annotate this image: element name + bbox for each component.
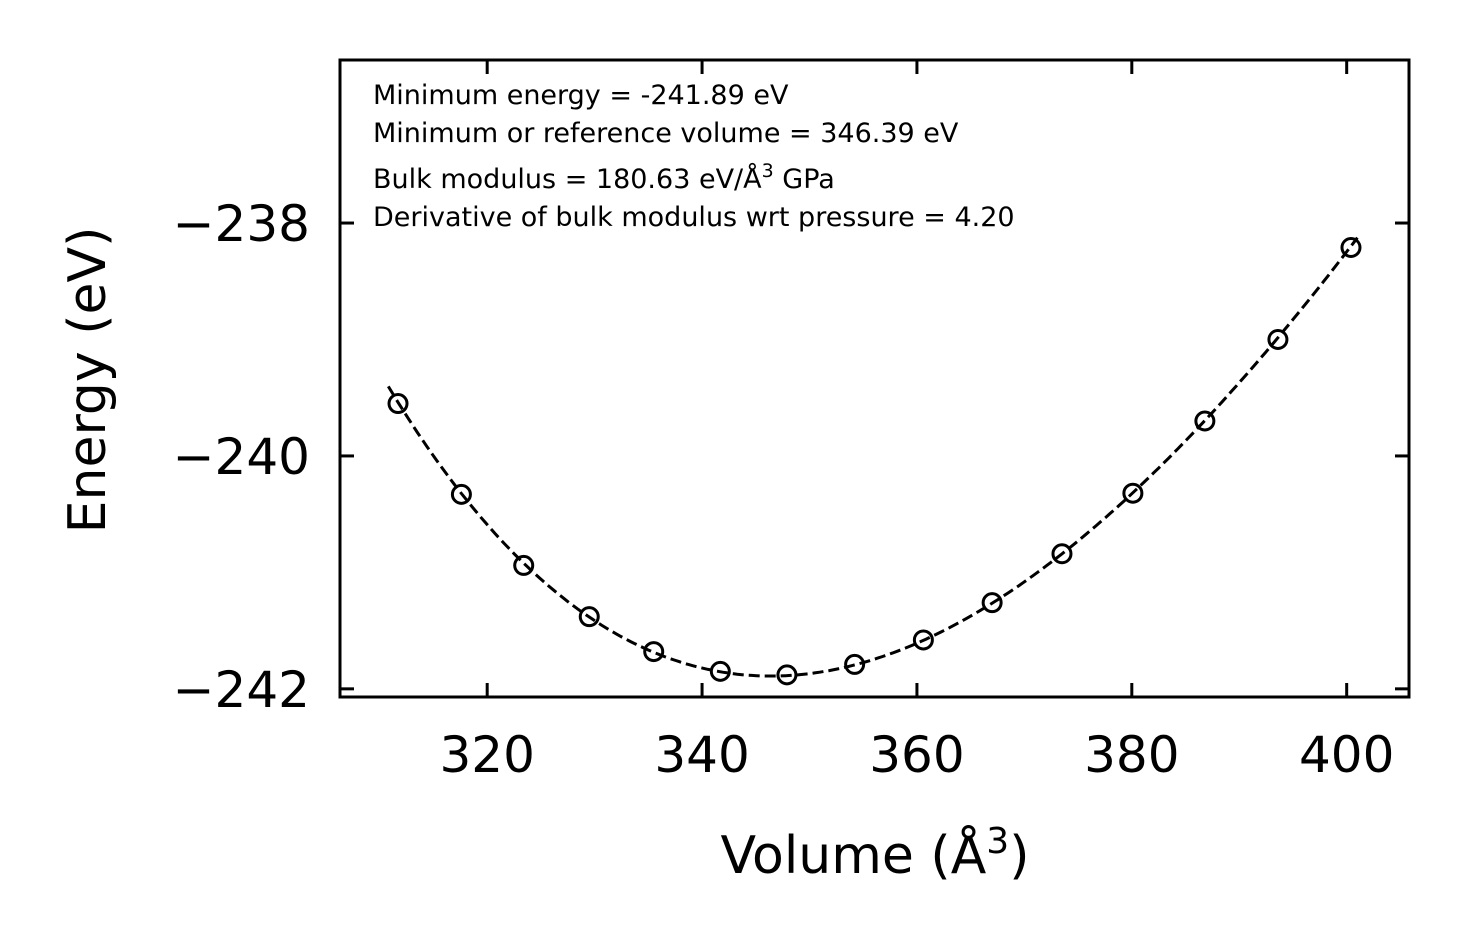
x-tick-label: 400 bbox=[1299, 726, 1394, 784]
fit-curve bbox=[387, 236, 1359, 678]
data-point bbox=[450, 483, 472, 505]
x-tick-label: 360 bbox=[869, 726, 964, 784]
annotation-bulk-modulus: Bulk modulus = 180.63 eV/Å3 GPa bbox=[373, 160, 835, 195]
data-point bbox=[1267, 328, 1289, 350]
data-point bbox=[981, 592, 1003, 614]
annotation-bulk-modulus-sup: 3 bbox=[762, 160, 774, 182]
x-axis-label: Volume (Å3) bbox=[721, 821, 1030, 886]
data-points-layer bbox=[387, 236, 1362, 686]
x-axis-label-sup: 3 bbox=[986, 821, 1009, 862]
data-point bbox=[513, 554, 535, 576]
y-axis-label: Energy (eV) bbox=[58, 227, 118, 534]
data-point bbox=[1194, 410, 1216, 432]
x-tick-label: 380 bbox=[1084, 726, 1179, 784]
data-point bbox=[1122, 482, 1144, 504]
y-tick-label: −240 bbox=[173, 428, 310, 486]
data-point bbox=[1340, 236, 1362, 258]
data-point bbox=[912, 629, 934, 651]
y-tick-label: −238 bbox=[173, 195, 310, 253]
data-point bbox=[578, 606, 600, 628]
x-tick-label: 320 bbox=[439, 726, 534, 784]
data-point bbox=[1051, 543, 1073, 565]
x-axis-label-text: Volume (Å bbox=[721, 824, 987, 886]
data-point bbox=[776, 664, 798, 686]
x-axis-label-end: ) bbox=[1009, 826, 1029, 886]
annotation-bulk-modulus-derivative: Derivative of bulk modulus wrt pressure … bbox=[373, 202, 1015, 233]
plot-frame bbox=[338, 58, 1411, 699]
x-tick-label: 340 bbox=[654, 726, 749, 784]
data-point bbox=[643, 641, 665, 663]
annotation-bulk-modulus-unit: GPa bbox=[774, 164, 835, 195]
fit-curve-layer bbox=[387, 236, 1359, 678]
y-tick-label: −242 bbox=[173, 661, 310, 719]
annotation-min-volume: Minimum or reference volume = 346.39 eV bbox=[373, 118, 959, 149]
data-point bbox=[709, 660, 731, 682]
ticks-layer: 320 340 360 380 400 −238 −240 −242 bbox=[173, 60, 1409, 784]
annotation-min-energy: Minimum energy = -241.89 eV bbox=[373, 80, 789, 111]
annotation-bulk-modulus-text: Bulk modulus = 180.63 eV/Å bbox=[373, 163, 762, 195]
data-point bbox=[844, 653, 866, 675]
data-point bbox=[387, 393, 409, 415]
